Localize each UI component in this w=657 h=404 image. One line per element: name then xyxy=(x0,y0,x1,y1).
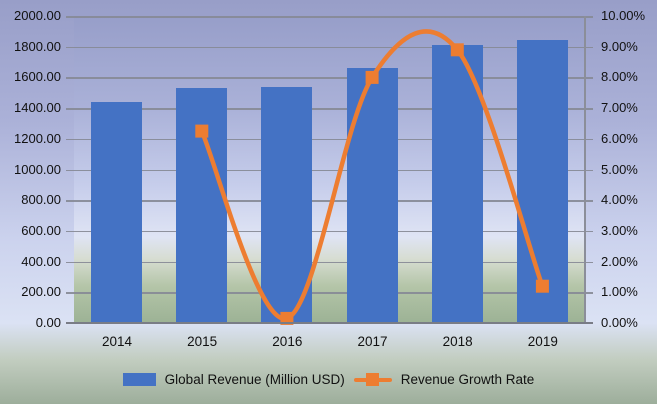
line-legend-label: Revenue Growth Rate xyxy=(400,372,535,387)
growth-rate-marker xyxy=(365,70,379,84)
right-axis-tick-label: 1.00% xyxy=(601,284,638,300)
revenue-bar xyxy=(346,68,398,323)
bar-legend-label: Global Revenue (Million USD) xyxy=(164,372,345,387)
left-axis-tick-label: 2000.00 xyxy=(14,8,61,23)
gridline xyxy=(66,261,593,264)
left-axis-tick-label: 0.00 xyxy=(35,315,61,330)
right-axis-tick-label: 4.00% xyxy=(601,192,638,208)
bar-legend-swatch xyxy=(122,373,156,386)
left-axis-tick-label: 1600.00 xyxy=(14,69,61,85)
gridline xyxy=(66,77,593,79)
x-axis-label: 2019 xyxy=(527,334,558,349)
left-axis-tick-label: 600.00 xyxy=(21,222,61,238)
revenue-bar xyxy=(261,87,313,323)
line-series xyxy=(195,29,549,325)
right-axis-tick-label: 8.00% xyxy=(601,69,638,85)
legend: Global Revenue (Million USD) Revenue Gro… xyxy=(0,372,657,387)
gridline xyxy=(66,169,593,172)
growth-rate-marker xyxy=(280,311,294,325)
x-axis-label: 2015 xyxy=(187,334,218,349)
plot-area xyxy=(66,16,593,325)
right-axis-tick-label: 6.00% xyxy=(601,130,638,146)
right-axis-line xyxy=(584,16,586,323)
x-axis-label: 2014 xyxy=(101,334,133,349)
right-axis-tick-label: 3.00% xyxy=(601,222,638,238)
growth-rate-marker xyxy=(450,43,464,57)
left-axis-tick-label: 800.00 xyxy=(21,192,61,208)
gridline xyxy=(66,46,593,49)
right-axis-tick-label: 5.00% xyxy=(601,161,638,177)
growth-rate-marker xyxy=(195,124,209,138)
gridline xyxy=(66,108,593,110)
left-axis-tick-label: 1800.00 xyxy=(14,38,61,54)
line-legend-marker xyxy=(353,373,392,386)
growth-rate-marker xyxy=(535,279,549,293)
growth-rate-line xyxy=(199,29,545,321)
x-axis-label: 2018 xyxy=(442,334,473,349)
revenue-bar xyxy=(516,40,568,323)
right-axis-tick-label: 7.00% xyxy=(601,100,638,116)
right-axis-tick-label: 10.00% xyxy=(601,8,646,23)
right-axis-tick-label: 0.00% xyxy=(601,315,638,330)
right-axis-tick-label: 9.00% xyxy=(601,38,638,54)
right-axis-tick-label: 2.00% xyxy=(601,253,638,269)
gridline xyxy=(66,200,593,202)
gridline xyxy=(66,230,593,233)
left-axis-tick-label: 200.00 xyxy=(21,284,61,300)
x-axis-label: 2017 xyxy=(357,334,388,349)
left-axis-tick-label: 1400.00 xyxy=(14,100,61,116)
gridline xyxy=(66,16,593,18)
revenue-bar xyxy=(91,101,143,323)
left-axis-tick-label: 1000.00 xyxy=(14,161,61,177)
left-axis-tick-label: 1200.00 xyxy=(14,130,61,146)
x-axis-line xyxy=(66,322,593,324)
gridline xyxy=(66,292,593,294)
left-axis-tick-label: 400.00 xyxy=(21,253,61,269)
gridline xyxy=(66,138,593,141)
x-axis-label: 2016 xyxy=(272,334,303,349)
revenue-bar xyxy=(431,44,483,323)
